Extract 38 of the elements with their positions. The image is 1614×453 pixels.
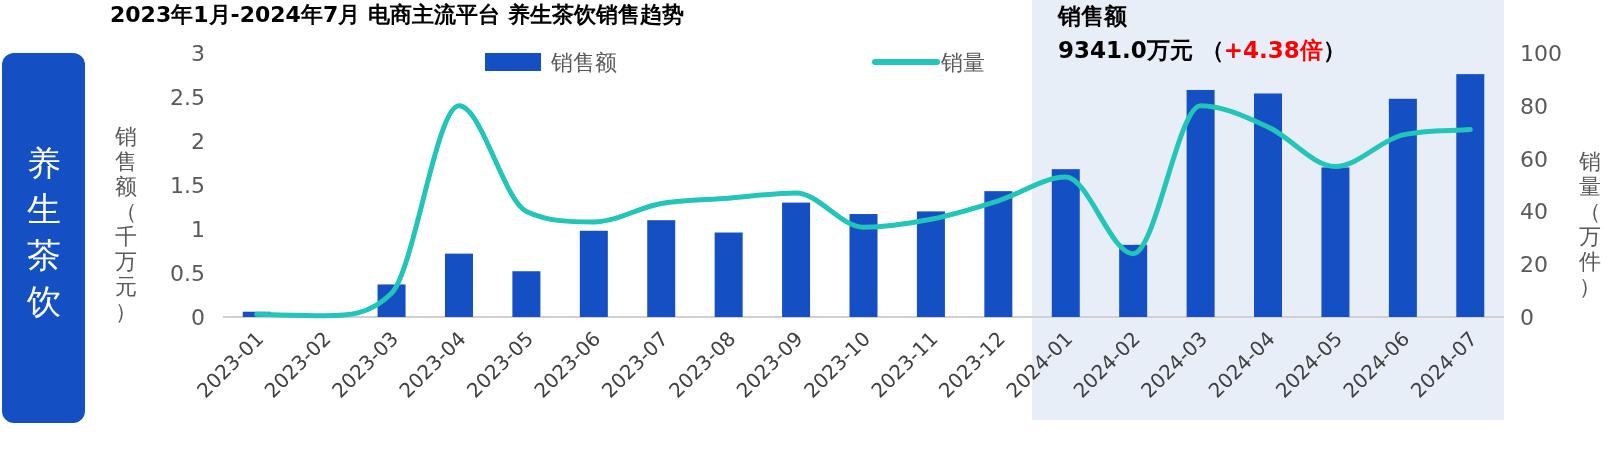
- legend-label: 销量: [940, 50, 985, 75]
- bar: [1119, 244, 1148, 317]
- y2-tick-label: 0: [1520, 305, 1534, 330]
- chart-title: 2023年1月-2024年7月 电商主流平台 养生茶饮销售趋势: [110, 2, 684, 27]
- bar: [1186, 89, 1215, 317]
- y-tick-label: 0.5: [170, 261, 205, 286]
- y-tick-label: 2: [191, 129, 205, 154]
- legend-label: 销售额: [550, 50, 617, 75]
- bar: [984, 191, 1013, 317]
- y-tick-label: 2.5: [170, 85, 205, 110]
- y2-tick-label: 80: [1520, 93, 1548, 119]
- y2-axis-title: 销量（万件）: [1578, 148, 1601, 299]
- annotation: 9341.0万元: [1058, 37, 1201, 63]
- bar: [714, 232, 743, 317]
- y2-tick-label: 100: [1520, 41, 1562, 66]
- bar: [1254, 93, 1283, 317]
- bar: [782, 202, 811, 317]
- text: 销售额: [1057, 3, 1128, 29]
- bar: [916, 211, 945, 317]
- y2-tick-label: 60: [1520, 146, 1548, 172]
- bar: [1321, 167, 1350, 317]
- bar: [444, 253, 473, 317]
- bar: [1456, 74, 1485, 317]
- y2-tick-label: 20: [1520, 252, 1548, 278]
- bar: [579, 230, 608, 317]
- text: 养生茶饮: [26, 142, 61, 321]
- bar: [1388, 98, 1417, 317]
- y-tick-label: 1.5: [170, 173, 205, 198]
- y-tick-label: 3: [191, 41, 205, 66]
- y-axis-title: 销售额（千万元）: [114, 123, 137, 324]
- bar: [512, 271, 541, 317]
- bar: [647, 220, 676, 317]
- annotation: （+4.38倍）: [1200, 37, 1346, 63]
- y-tick-label: 0: [191, 305, 205, 330]
- y2-tick-label: 40: [1520, 199, 1548, 225]
- bar: [1051, 169, 1080, 317]
- bar: [849, 214, 878, 317]
- y-tick-label: 1: [191, 217, 205, 242]
